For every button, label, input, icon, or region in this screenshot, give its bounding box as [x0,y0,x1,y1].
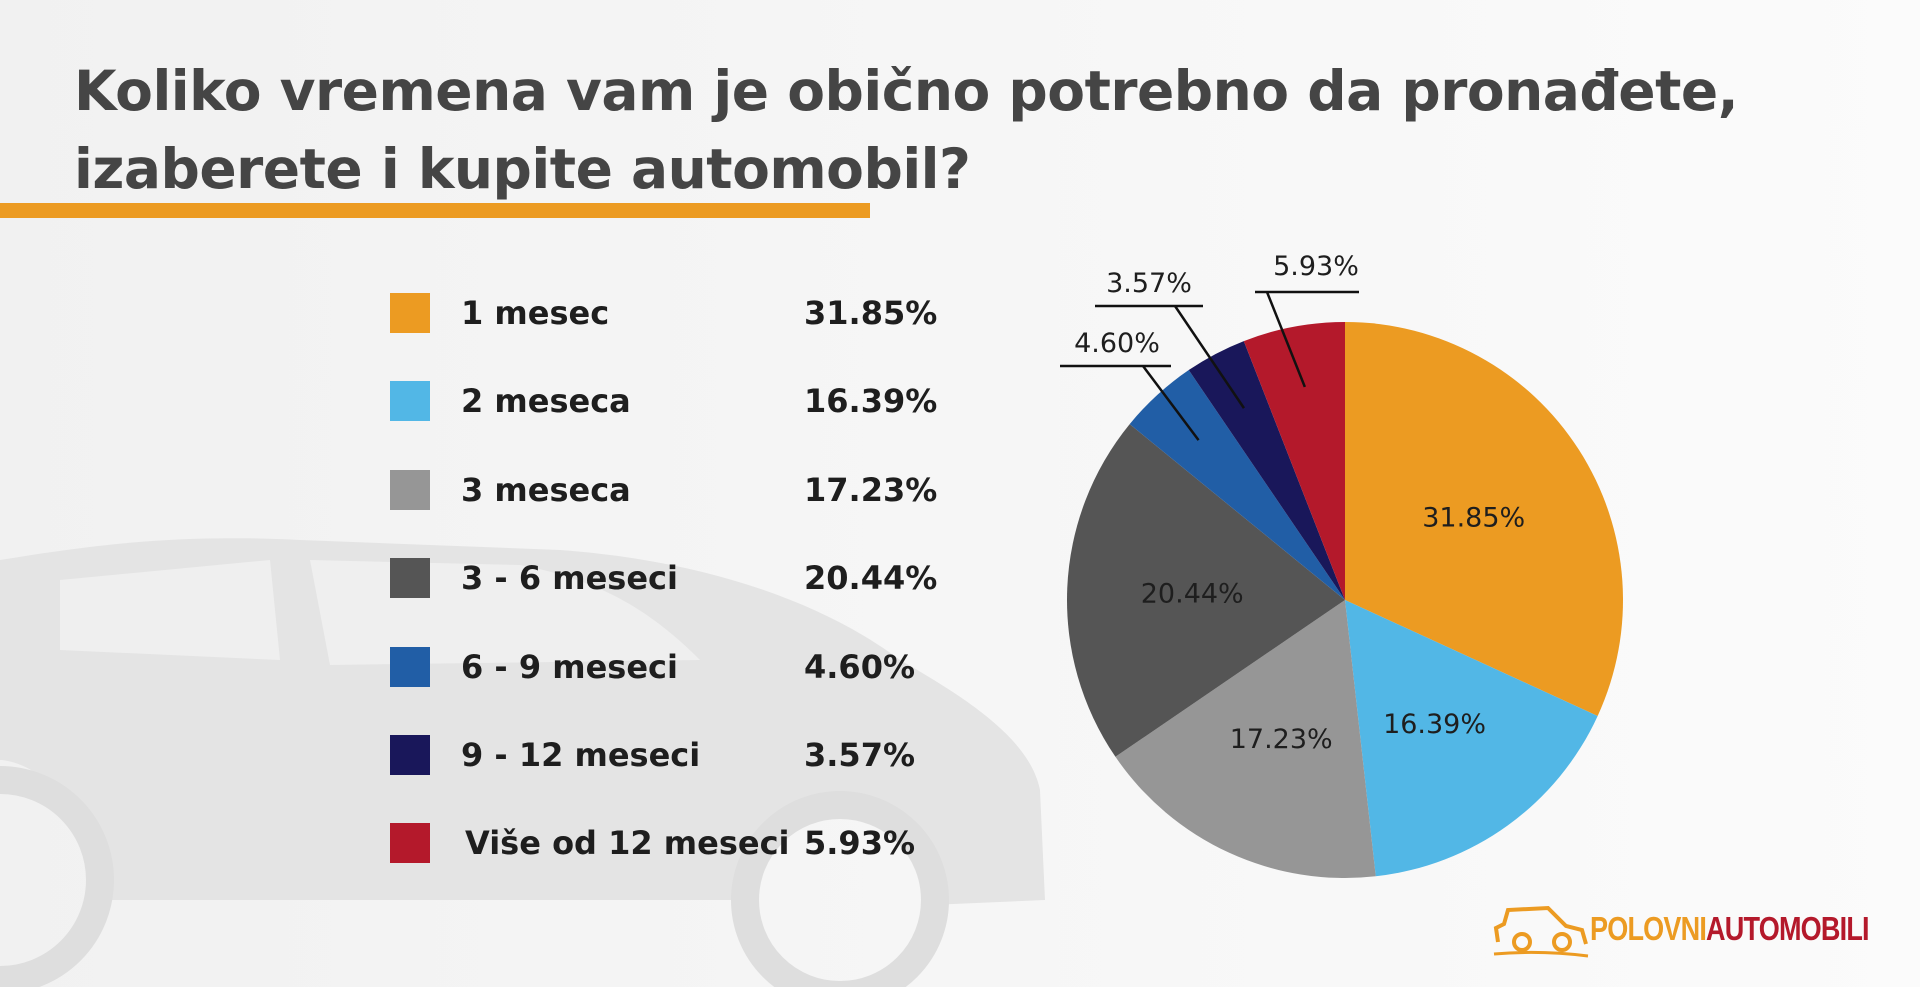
pie-slice [1115,600,1376,878]
legend-item: 1 mesec 31.85% [390,293,950,333]
legend-item: Više od 12 meseci 5.93% [390,823,950,863]
slice-label: 20.44% [1141,578,1244,609]
pie-slice [1345,322,1623,716]
chart-title: Koliko vremena vam je obično potrebno da… [74,52,1739,208]
logo-text-automobili: AUTOMOBILI [1706,910,1870,947]
legend-label: 9 - 12 meseci [461,736,701,774]
slice-label: 3.57% [1106,268,1192,299]
leader-line [1173,305,1246,409]
legend-label: Više od 12 meseci [465,824,790,862]
legend-swatch [390,823,430,863]
slice-label: 4.60% [1074,328,1160,359]
title-underline-bar [0,203,870,218]
slice-label: 5.93% [1273,251,1359,282]
legend-swatch [390,647,430,687]
legend-value: 3.57% [804,736,916,774]
legend-swatch [390,470,430,510]
legend-value: 5.93% [804,824,916,862]
pie-slice [1129,370,1345,600]
legend-value: 31.85% [804,294,938,332]
legend-item: 9 - 12 meseci 3.57% [390,735,950,775]
legend-label: 2 meseca [461,382,631,420]
slice-label: 16.39% [1383,709,1486,740]
legend-swatch [390,735,430,775]
polovni-automobili-logo: POLOVNIAUTOMOBILI [1490,900,1870,964]
pie-slice [1345,600,1598,877]
legend-value: 17.23% [804,471,938,509]
leader-line [1142,365,1200,441]
legend-item: 2 meseca 16.39% [390,381,950,421]
car-logo-icon [1493,905,1589,958]
pie-slice [1243,322,1345,600]
legend-label: 3 meseca [461,471,631,509]
logo-text-polovni: POLOVNI [1590,910,1707,947]
legend-value: 20.44% [804,559,938,597]
legend-item: 3 meseca 17.23% [390,470,950,510]
chart-title-line-1: Koliko vremena vam je obično potrebno da… [74,59,1739,123]
pie-slice [1188,341,1345,600]
legend-swatch [390,293,430,333]
legend-label: 3 - 6 meseci [461,559,678,597]
slice-label: 31.85% [1422,502,1525,533]
slice-label: 17.23% [1230,724,1333,755]
legend-label: 1 mesec [461,294,610,332]
legend-swatch [390,381,430,421]
legend-swatch [390,558,430,598]
chart-title-line-2: izaberete i kupite automobil? [74,137,971,201]
legend-value: 16.39% [804,382,938,420]
legend-value: 4.60% [804,648,916,686]
pie-slice [1067,424,1345,757]
legend-item: 3 - 6 meseci 20.44% [390,558,950,598]
legend-item: 6 - 9 meseci 4.60% [390,647,950,687]
leader-line [1265,291,1307,388]
legend-label: 6 - 9 meseci [461,648,678,686]
